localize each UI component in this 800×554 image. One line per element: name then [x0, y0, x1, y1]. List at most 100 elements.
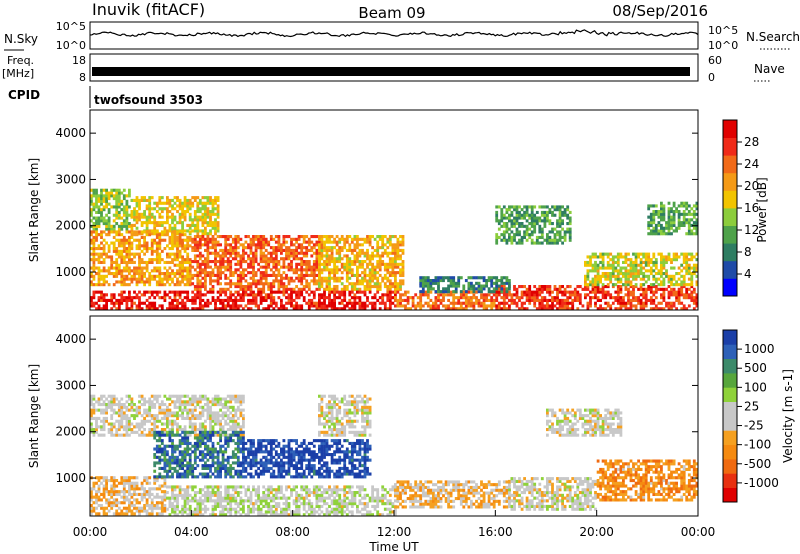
- heatmap-cell: [323, 235, 326, 239]
- heatmap-cell: [548, 222, 552, 226]
- heatmap-cell: [604, 301, 608, 305]
- heatmap-cell: [264, 268, 268, 272]
- heatmap-cell: [487, 276, 491, 280]
- heatmap-cell: [262, 251, 266, 255]
- heatmap-cell: [107, 504, 111, 508]
- heatmap-cell: [125, 307, 129, 311]
- heatmap-cell: [158, 221, 162, 225]
- heatmap-cell: [110, 490, 114, 494]
- heatmap-cell: [624, 269, 628, 273]
- heatmap-cell: [356, 296, 359, 300]
- heatmap-cell: [239, 282, 243, 286]
- heatmap-cell: [259, 296, 263, 300]
- heatmap-cell: [670, 301, 673, 305]
- heatmap-cell: [145, 400, 149, 404]
- heatmap-cell: [563, 210, 567, 214]
- heatmap-cell: [685, 207, 689, 211]
- heatmap-cell: [629, 290, 633, 294]
- heatmap-cell: [204, 229, 207, 233]
- heatmap-cell: [105, 411, 108, 415]
- heatmap-cell: [155, 290, 159, 294]
- heatmap-cell: [622, 301, 625, 305]
- heatmap-cell: [178, 274, 182, 278]
- heatmap-cell: [176, 301, 179, 305]
- heatmap-cell: [624, 255, 628, 259]
- heatmap-cell: [239, 260, 243, 264]
- heatmap-cell: [667, 301, 671, 305]
- heatmap-cell: [510, 298, 514, 302]
- heatmap-cell: [629, 285, 633, 289]
- heatmap-cell: [399, 298, 402, 302]
- heatmap-cell: [662, 277, 666, 281]
- heatmap-cell: [426, 287, 430, 291]
- heatmap-cell: [680, 223, 684, 227]
- heatmap-cell: [234, 248, 238, 252]
- heatmap-cell: [196, 400, 200, 404]
- heatmap-cell: [130, 304, 134, 308]
- heatmap-cell: [168, 247, 172, 251]
- heatmap-cell: [695, 293, 699, 297]
- heatmap-cell: [358, 248, 362, 252]
- heatmap-cell: [632, 272, 635, 276]
- heatmap-cell: [502, 230, 506, 234]
- heatmap-cell: [652, 260, 656, 264]
- heatmap-cell: [513, 293, 516, 297]
- heatmap-cell: [535, 298, 539, 302]
- heatmap-cell: [128, 425, 131, 429]
- heatmap-cell: [125, 208, 129, 212]
- heatmap-cell: [535, 287, 539, 291]
- heatmap-cell: [680, 280, 684, 284]
- heatmap-cell: [186, 229, 190, 233]
- heatmap-cell: [348, 262, 352, 266]
- heatmap-cell: [614, 269, 618, 273]
- heatmap-cell: [546, 307, 549, 311]
- heatmap-cell: [181, 428, 184, 432]
- heatmap-cell: [487, 279, 491, 283]
- heatmap-cell: [307, 243, 311, 247]
- heatmap-cell: [176, 293, 179, 297]
- heatmap-cell: [191, 282, 195, 286]
- heatmap-cell: [112, 487, 116, 491]
- heatmap-cell: [538, 230, 542, 234]
- heatmap-cell: [196, 260, 200, 264]
- heatmap-cell: [568, 216, 572, 220]
- heatmap-cell: [302, 285, 306, 289]
- heatmap-cell: [221, 425, 225, 429]
- heatmap-cell: [234, 422, 238, 426]
- heatmap-cell: [242, 408, 245, 412]
- heatmap-cell: [290, 268, 293, 272]
- heatmap-cell: [639, 304, 643, 308]
- heatmap-cell: [143, 235, 146, 239]
- heatmap-cell: [627, 252, 630, 256]
- heatmap-cell: [685, 260, 689, 264]
- heatmap-cell: [224, 237, 228, 241]
- heatmap-cell: [599, 287, 602, 291]
- heatmap-cell: [421, 279, 425, 283]
- heatmap-cell: [117, 230, 121, 234]
- heatmap-cell: [515, 219, 519, 223]
- heatmap-cell: [171, 419, 174, 423]
- heatmap-cell: [100, 425, 103, 429]
- heatmap-cell: [95, 400, 98, 404]
- heatmap-cell: [211, 419, 215, 423]
- heatmap-cell: [637, 252, 640, 256]
- heatmap-cell: [566, 208, 570, 212]
- heatmap-cell: [115, 258, 119, 262]
- heatmap-cell: [353, 257, 357, 261]
- nave-tick-bottom: 0: [708, 71, 715, 84]
- heatmap-cell: [236, 416, 240, 420]
- heatmap-cell: [209, 210, 212, 214]
- heatmap-cell: [624, 304, 628, 308]
- y-tick-label: 3000: [55, 172, 86, 186]
- heatmap-cell: [508, 281, 511, 285]
- heatmap-cell: [530, 222, 534, 226]
- heatmap-cell: [690, 272, 694, 276]
- heatmap-cell: [226, 428, 230, 432]
- heatmap-cell: [216, 400, 220, 404]
- heatmap-cell: [254, 304, 258, 308]
- heatmap-cell: [401, 237, 405, 241]
- heatmap-cell: [214, 226, 217, 230]
- heatmap-cell: [193, 226, 197, 230]
- heatmap-cell: [166, 260, 169, 264]
- heatmap-cell: [657, 269, 661, 273]
